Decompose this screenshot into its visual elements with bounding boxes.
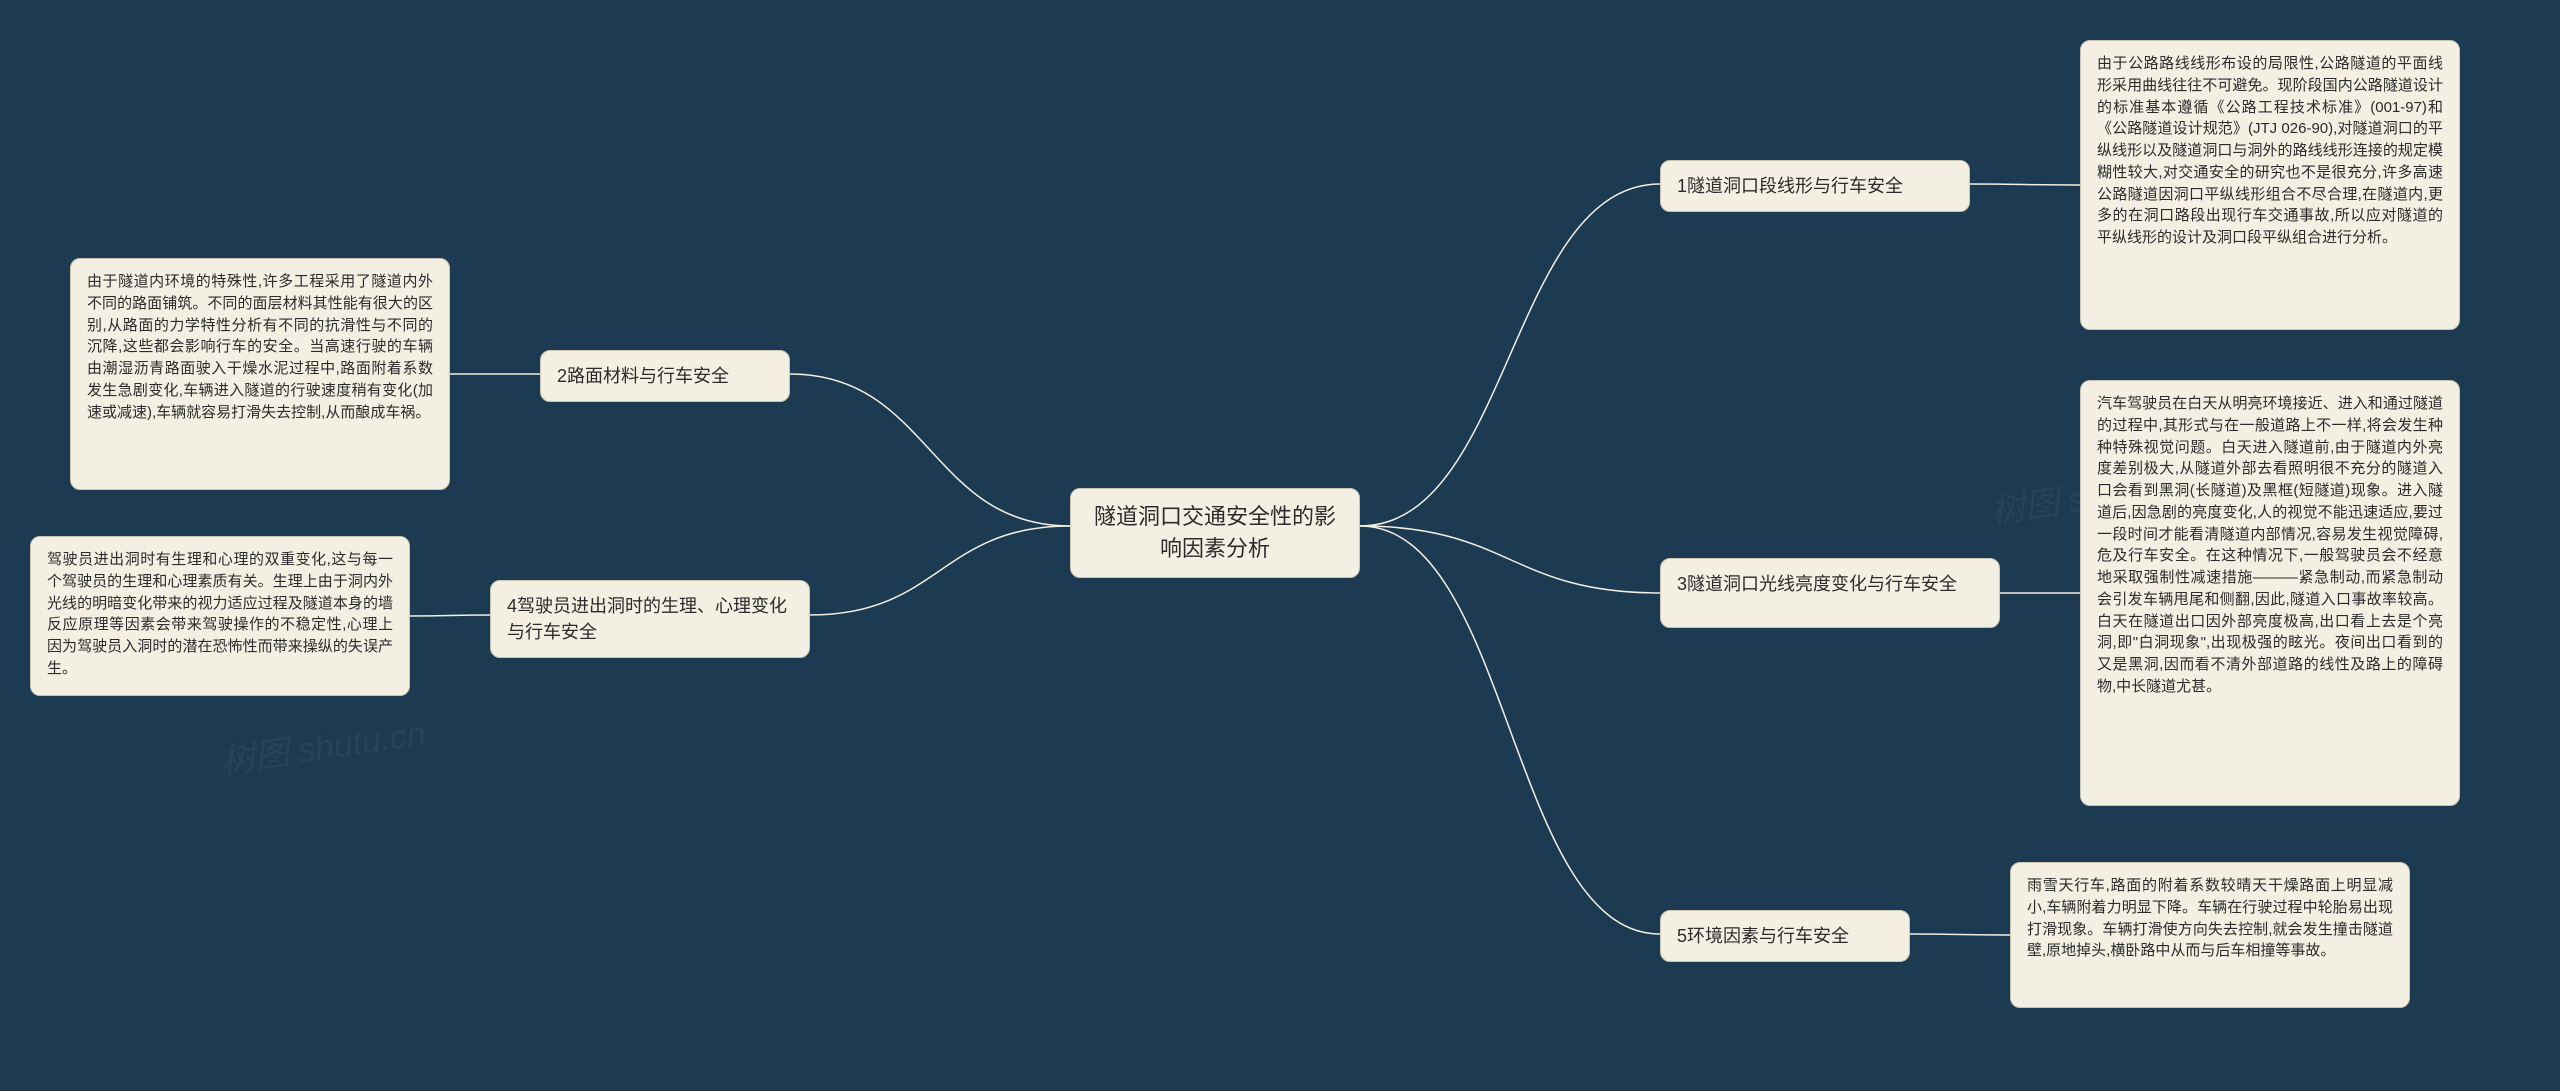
node-label: 驾驶员进出洞时有生理和心理的双重变化,这与每一个驾驶员的生理和心理素质有关。生理… bbox=[47, 551, 393, 677]
node-label: 由于公路路线线形布设的局限性,公路隧道的平面线形采用曲线往往不可避免。现阶段国内… bbox=[2097, 55, 2443, 246]
node-label: 5环境因素与行车安全 bbox=[1677, 926, 1849, 946]
mindmap-canvas: 隧道洞口交通安全性的影响因素分析 1隧道洞口段线形与行车安全 由于公路路线线形布设的… bbox=[0, 0, 2560, 1091]
node-label: 3隧道洞口光线亮度变化与行车安全 bbox=[1677, 574, 1957, 594]
node-label: 隧道洞口交通安全性的影响因素分析 bbox=[1094, 504, 1336, 561]
node-d3[interactable]: 汽车驾驶员在白天从明亮环境接近、进入和通过隧道的过程中,其形式与在一般道路上不一… bbox=[2080, 380, 2460, 806]
node-label: 雨雪天行车,路面的附着系数较晴天干燥路面上明显减小,车辆附着力明显下降。车辆在行… bbox=[2027, 877, 2393, 959]
node-b2[interactable]: 2路面材料与行车安全 bbox=[540, 350, 790, 402]
node-d1[interactable]: 由于公路路线线形布设的局限性,公路隧道的平面线形采用曲线往往不可避免。现阶段国内… bbox=[2080, 40, 2460, 330]
node-b5[interactable]: 5环境因素与行车安全 bbox=[1660, 910, 1910, 962]
node-b1[interactable]: 1隧道洞口段线形与行车安全 bbox=[1660, 160, 1970, 212]
node-label: 4驾驶员进出洞时的生理、心理变化与行车安全 bbox=[507, 596, 787, 642]
node-label: 1隧道洞口段线形与行车安全 bbox=[1677, 176, 1903, 196]
node-b4[interactable]: 4驾驶员进出洞时的生理、心理变化与行车安全 bbox=[490, 580, 810, 658]
node-label: 由于隧道内环境的特殊性,许多工程采用了隧道内外不同的路面铺筑。不同的面层材料其性… bbox=[87, 273, 433, 421]
node-d4[interactable]: 驾驶员进出洞时有生理和心理的双重变化,这与每一个驾驶员的生理和心理素质有关。生理… bbox=[30, 536, 410, 696]
node-b3[interactable]: 3隧道洞口光线亮度变化与行车安全 bbox=[1660, 558, 2000, 628]
watermark: 树图 shutu.cn bbox=[218, 706, 429, 783]
node-d5[interactable]: 雨雪天行车,路面的附着系数较晴天干燥路面上明显减小,车辆附着力明显下降。车辆在行… bbox=[2010, 862, 2410, 1008]
node-label: 汽车驾驶员在白天从明亮环境接近、进入和通过隧道的过程中,其形式与在一般道路上不一… bbox=[2097, 395, 2443, 695]
node-label: 2路面材料与行车安全 bbox=[557, 366, 729, 386]
node-d2[interactable]: 由于隧道内环境的特殊性,许多工程采用了隧道内外不同的路面铺筑。不同的面层材料其性… bbox=[70, 258, 450, 490]
node-root[interactable]: 隧道洞口交通安全性的影响因素分析 bbox=[1070, 488, 1360, 578]
